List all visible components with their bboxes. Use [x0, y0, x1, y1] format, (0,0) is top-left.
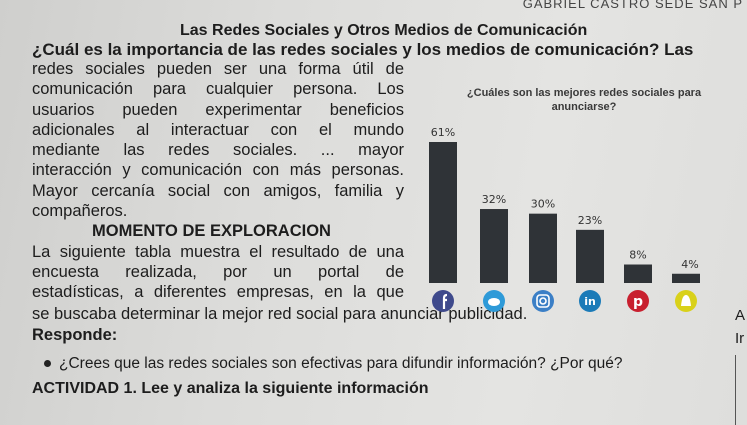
linkedin-icon — [579, 290, 601, 312]
snapchat-ghost-glyph — [681, 295, 691, 306]
section-line: encuesta realizada, por un portal de — [32, 262, 404, 281]
bar-pinterest — [624, 264, 652, 283]
header-school-name: GABRIEL CASTRO SEDE SAN P — [522, 0, 743, 11]
body-line: Mayor cercanía social con amigos, famili… — [32, 181, 404, 200]
bar-value-label: 8% — [629, 249, 646, 262]
body-line: usuarios pueden experimentar beneficios — [32, 100, 404, 119]
bar-value-label: 32% — [482, 193, 506, 206]
body-text: redes sociales pueden ser una forma útil… — [32, 59, 404, 303]
bar-snapchat — [672, 273, 700, 283]
bar-value-label: 23% — [578, 214, 602, 227]
bullet-dot-icon — [44, 360, 51, 368]
body-line: comunicación para cualquier persona. Los — [32, 80, 404, 99]
instagram-frame-glyph — [536, 294, 550, 308]
bar-value-label: 4% — [681, 258, 698, 271]
bar-value-label: 30% — [531, 198, 555, 211]
section-line: La siguiente tabla muestra el resultado … — [32, 242, 404, 261]
section-line: estadísticas, a diferentes empresas, en … — [32, 283, 404, 302]
instagram-lens-glyph — [539, 297, 547, 305]
bar-instagram — [529, 213, 557, 283]
bar-twitter — [480, 209, 508, 283]
body-line: interacción y comunicación con más perso… — [32, 161, 404, 180]
continuation-line: se buscaba determinar la mejor red socia… — [32, 305, 528, 323]
bullet-question-text: ¿Crees que las redes sociales son efecti… — [59, 355, 623, 372]
body-line: compañeros. — [32, 202, 128, 221]
responde-heading: Responde: — [32, 326, 118, 344]
bar-facebook — [429, 142, 457, 283]
facebook-f-glyph — [442, 293, 448, 309]
bullet-question: ¿Crees que las redes sociales son efecti… — [44, 355, 622, 373]
section-title: MOMENTO DE EXPLORACION — [92, 222, 331, 241]
twitter-bird-glyph — [488, 298, 500, 306]
body-line: mediante las redes sociales. ... mayor — [32, 141, 404, 160]
chart-title: ¿Cuáles son las mejores redes sociales p… — [466, 87, 702, 113]
page-title: Las Redes Sociales y Otros Medios de Com… — [180, 22, 588, 39]
bar-linkedin — [576, 229, 604, 283]
pinterest-p-glyph: p — [633, 294, 643, 310]
instagram-icon — [532, 290, 554, 312]
bar-value-label: 61% — [431, 126, 455, 139]
page-edge-line — [735, 355, 736, 425]
cut-off-letter: A — [735, 307, 746, 324]
linkedin-in-glyph: in — [584, 295, 596, 308]
pinterest-icon — [627, 290, 649, 312]
cut-off-letter: Ir — [735, 330, 745, 347]
activity-heading: ACTIVIDAD 1. Lee y analiza la siguiente … — [32, 380, 429, 397]
main-question: ¿Cuál es la importancia de las redes soc… — [32, 40, 694, 59]
body-line: redes sociales pueden ser una forma útil… — [32, 60, 404, 78]
body-line: adicionales al interactuar con el mundo — [32, 120, 404, 139]
